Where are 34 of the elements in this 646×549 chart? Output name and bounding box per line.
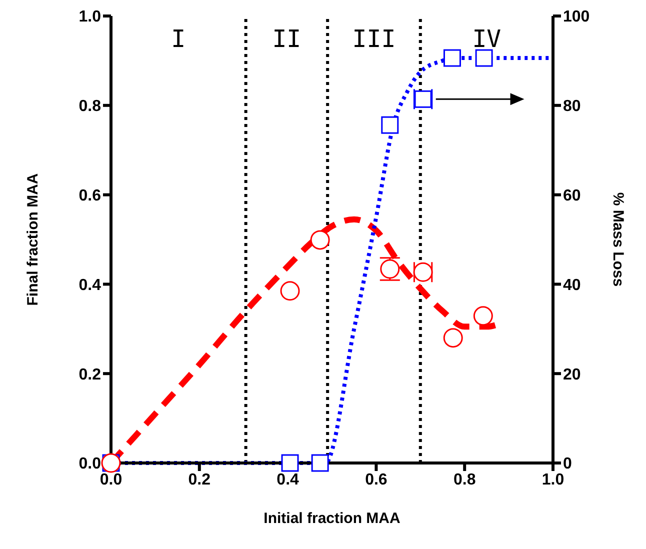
annotation: III bbox=[352, 24, 396, 53]
y-tick-label: 0.8 bbox=[78, 98, 102, 116]
point bbox=[311, 454, 329, 472]
y-tick-label: 0.6 bbox=[78, 187, 102, 204]
y-tick-label: 0.0 bbox=[78, 456, 102, 473]
x-tick-label: 0.8 bbox=[453, 471, 476, 488]
point bbox=[475, 49, 493, 67]
y-tick-label: 0.4 bbox=[78, 276, 102, 294]
point bbox=[381, 116, 399, 134]
x-axis-title: Initial fraction MAA bbox=[264, 510, 400, 527]
y2-tick-label: 20 bbox=[563, 366, 581, 384]
y2-tick-label: 40 bbox=[563, 276, 581, 294]
y-tick-label: 1.0 bbox=[78, 8, 102, 26]
y2-tick-label: 0 bbox=[563, 456, 572, 473]
x-tick-label: 0.4 bbox=[276, 471, 300, 488]
x-tick-label: 0.0 bbox=[100, 471, 122, 488]
y2-axis-title: % Mass Loss bbox=[610, 192, 627, 287]
y2-tick-label: 60 bbox=[563, 187, 581, 204]
point bbox=[310, 230, 330, 250]
x-tick-label: 1.0 bbox=[542, 471, 564, 488]
point bbox=[473, 306, 493, 326]
x-tick-label: 0.2 bbox=[188, 471, 211, 488]
annotation: II bbox=[272, 24, 302, 53]
point bbox=[280, 281, 300, 301]
point bbox=[443, 49, 461, 67]
annotation: IV bbox=[472, 24, 502, 53]
y-axis-title: Final fraction MAA bbox=[24, 173, 42, 306]
point bbox=[281, 454, 299, 472]
y2-tick-label: 100 bbox=[563, 8, 590, 26]
annotation: I bbox=[171, 24, 186, 53]
y2-tick-label: 80 bbox=[563, 98, 581, 116]
x-tick-label: 0.6 bbox=[365, 471, 388, 488]
y-tick-label: 0.2 bbox=[78, 366, 102, 384]
point bbox=[443, 328, 463, 348]
